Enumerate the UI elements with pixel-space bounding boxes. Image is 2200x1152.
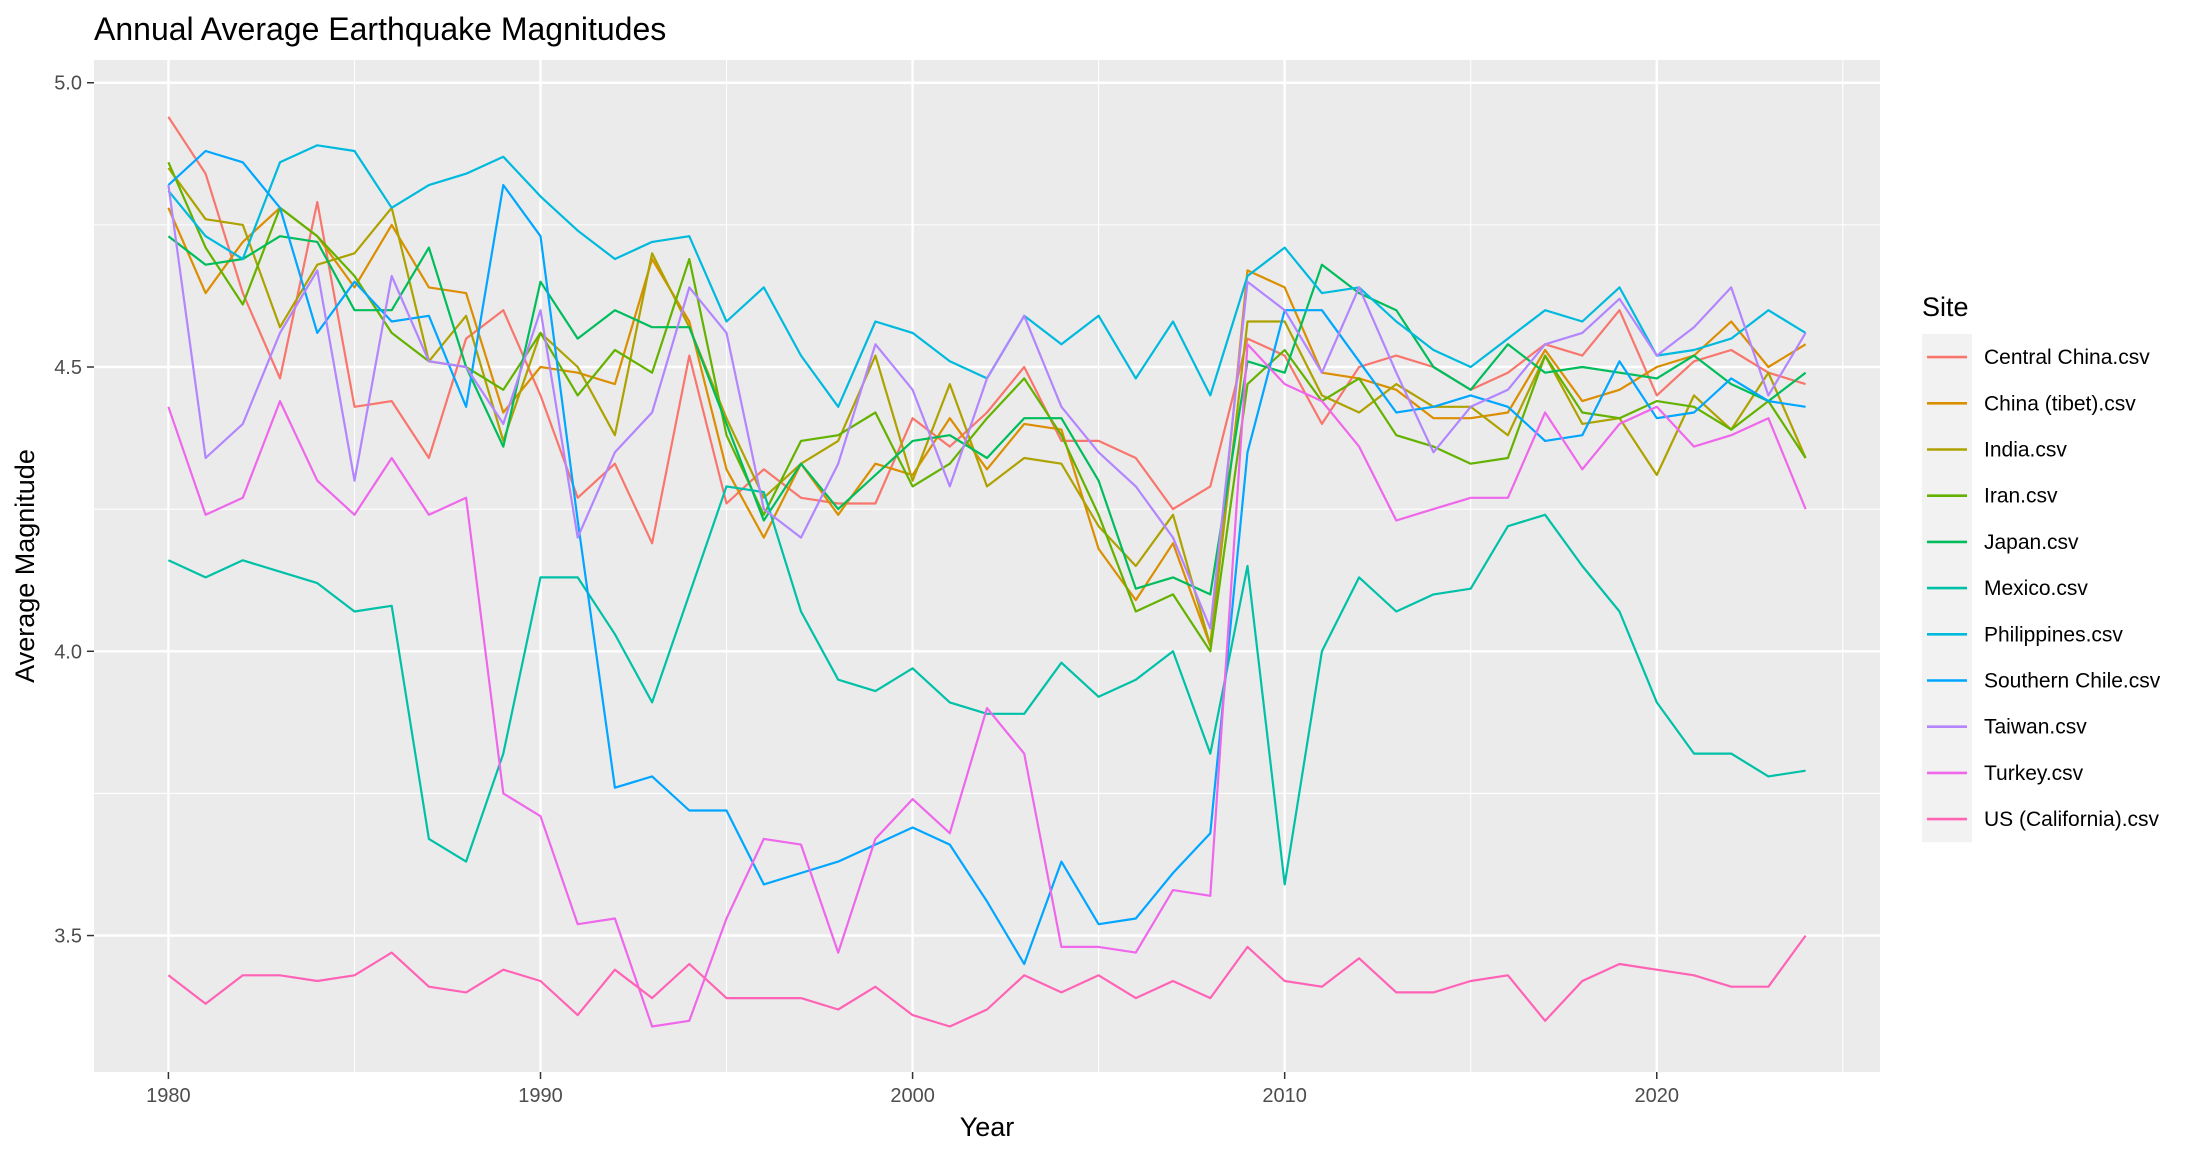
x-tick-label: 1980 [146, 1085, 191, 1107]
axis-ticks: 1980 1990 2000 2010 2020 3.5 4.0 4.5 5.0 [54, 73, 1679, 1107]
legend-label: Iran.csv [1984, 485, 2058, 508]
series-line [167, 184, 1807, 630]
x-tick-label: 1990 [518, 1085, 563, 1107]
plot-panel [94, 60, 1880, 1072]
y-tick-label: 3.5 [54, 926, 82, 948]
y-axis-title: Average Magnitude [10, 449, 40, 683]
legend-label: Philippines.csv [1984, 623, 2123, 646]
legend-label: Mexico.csv [1984, 577, 2088, 600]
legend-title: Site [1922, 292, 1969, 322]
legend: Site Central China.csv China (tibet).csv I… [1922, 292, 2161, 843]
series-lines [167, 116, 1807, 1028]
series-line [167, 485, 1806, 886]
x-tick-label: 2020 [1635, 1085, 1680, 1107]
y-tick-label: 4.5 [54, 357, 82, 379]
legend-label: India.csv [1984, 439, 2067, 462]
x-tick-label: 2010 [1262, 1085, 1307, 1107]
legend-label: Southern Chile.csv [1984, 670, 2161, 693]
x-axis-title: Year [960, 1112, 1015, 1142]
grid-lines [94, 60, 1880, 1079]
x-tick-label: 2000 [890, 1085, 935, 1107]
legend-label: Japan.csv [1984, 531, 2079, 554]
y-tick-label: 5.0 [54, 73, 82, 95]
legend-label: China (tibet).csv [1984, 392, 2136, 415]
series-line [167, 343, 1807, 1028]
series-line [167, 934, 1807, 1028]
series-line [167, 149, 1806, 966]
legend-label: US (California).csv [1984, 808, 2160, 831]
legend-label: Turkey.csv [1984, 762, 2084, 785]
legend-label: Central China.csv [1984, 346, 2150, 369]
y-tick-label: 4.0 [54, 641, 82, 663]
chart-title: Annual Average Earthquake Magnitudes [94, 11, 666, 47]
legend-label: Taiwan.csv [1984, 716, 2087, 739]
series-line [167, 235, 1807, 596]
series-line [167, 116, 1806, 545]
